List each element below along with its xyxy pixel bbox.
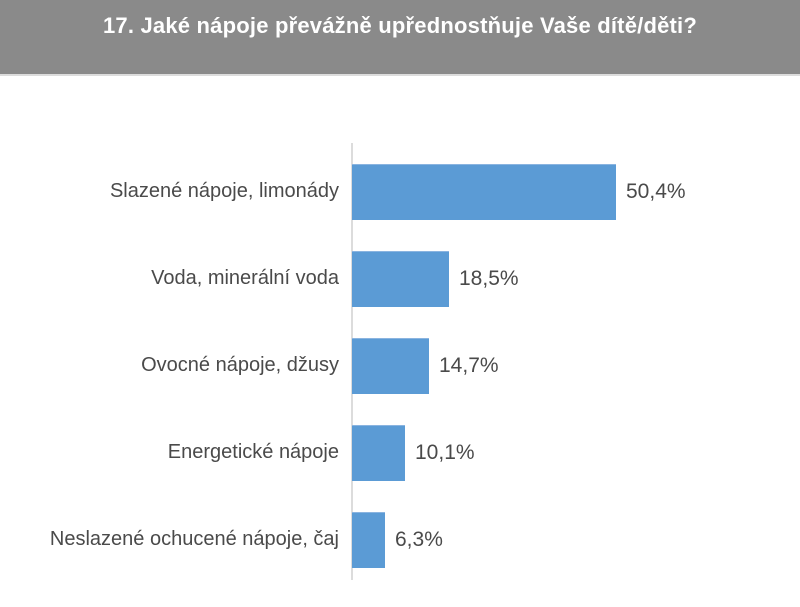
bar-track: 6,3% <box>352 496 800 583</box>
bar-row: Voda, minerální voda 18,5% <box>0 235 800 322</box>
bar <box>352 424 405 481</box>
chart-title: 17. Jaké nápoje převážně upřednostňuje V… <box>103 13 697 38</box>
category-label: Energetické nápoje <box>167 441 339 463</box>
bar-track: 50,4% <box>352 148 800 235</box>
value-label: 18,5% <box>459 266 519 290</box>
bar-row: Ovocné nápoje, džusy 14,7% <box>0 322 800 409</box>
bar-row: Energetické nápoje 10,1% <box>0 409 800 496</box>
category-label: Neslazené ochucené nápoje, čaj <box>49 528 339 550</box>
bar-row: Slazené nápoje, limonády 50,4% <box>0 148 800 235</box>
bar <box>352 511 385 568</box>
bar <box>352 337 429 394</box>
bar-chart: Slazené nápoje, limonády 50,4% Voda, min… <box>0 148 800 583</box>
bar <box>352 163 616 220</box>
value-label: 10,1% <box>415 440 475 464</box>
value-label: 50,4% <box>626 179 686 203</box>
bar-track: 14,7% <box>352 322 800 409</box>
value-label: 6,3% <box>395 527 443 551</box>
value-label: 14,7% <box>439 353 499 377</box>
bar-row: Neslazené ochucené nápoje, čaj 6,3% <box>0 496 800 583</box>
bar-track: 18,5% <box>352 235 800 322</box>
category-label: Slazené nápoje, limonády <box>109 180 339 202</box>
category-label: Ovocné nápoje, džusy <box>141 354 339 376</box>
category-label: Voda, minerální voda <box>151 267 339 289</box>
chart-title-bar: 17. Jaké nápoje převážně upřednostňuje V… <box>0 0 800 76</box>
bar <box>352 250 449 307</box>
bar-track: 10,1% <box>352 409 800 496</box>
